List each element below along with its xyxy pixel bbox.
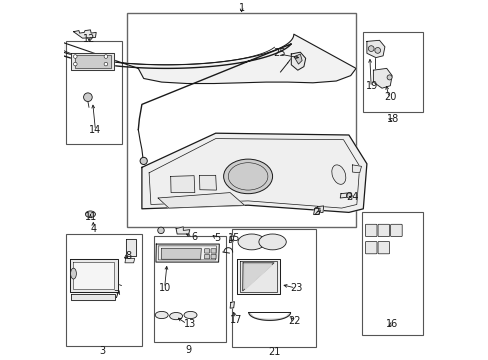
Polygon shape: [199, 175, 216, 190]
FancyBboxPatch shape: [204, 255, 209, 259]
Text: 2: 2: [313, 207, 319, 217]
Text: 8: 8: [125, 251, 131, 261]
Polygon shape: [244, 265, 271, 289]
FancyBboxPatch shape: [66, 234, 142, 346]
Circle shape: [104, 55, 107, 58]
Polygon shape: [75, 55, 110, 68]
Polygon shape: [291, 52, 305, 70]
Text: 10: 10: [159, 283, 171, 293]
Ellipse shape: [169, 312, 182, 320]
Circle shape: [73, 62, 77, 66]
Polygon shape: [73, 30, 96, 38]
Text: 12: 12: [82, 34, 95, 44]
Polygon shape: [242, 263, 273, 291]
Polygon shape: [170, 176, 194, 193]
Text: 5: 5: [214, 233, 220, 243]
FancyBboxPatch shape: [211, 255, 216, 259]
Ellipse shape: [258, 234, 285, 250]
Circle shape: [104, 62, 107, 66]
Polygon shape: [70, 259, 118, 292]
Polygon shape: [340, 193, 347, 198]
FancyBboxPatch shape: [66, 41, 122, 144]
Text: 16: 16: [385, 319, 397, 329]
FancyBboxPatch shape: [365, 224, 376, 237]
Ellipse shape: [238, 234, 265, 250]
Text: 23: 23: [290, 283, 302, 293]
Ellipse shape: [155, 311, 168, 319]
Text: 9: 9: [185, 345, 191, 355]
Text: 4: 4: [90, 224, 96, 234]
Polygon shape: [240, 261, 276, 292]
Polygon shape: [142, 133, 366, 212]
Circle shape: [386, 75, 391, 80]
FancyBboxPatch shape: [231, 229, 316, 347]
Ellipse shape: [183, 311, 197, 319]
Text: 22: 22: [288, 316, 301, 326]
Text: 1: 1: [238, 3, 244, 13]
Polygon shape: [71, 53, 114, 70]
Polygon shape: [352, 165, 361, 173]
FancyBboxPatch shape: [363, 32, 422, 112]
FancyBboxPatch shape: [390, 224, 401, 237]
Text: 20: 20: [384, 92, 396, 102]
Polygon shape: [73, 262, 114, 289]
Polygon shape: [366, 40, 384, 58]
Circle shape: [158, 227, 164, 234]
FancyBboxPatch shape: [211, 249, 216, 253]
Polygon shape: [39, 34, 355, 84]
Polygon shape: [237, 259, 279, 294]
Polygon shape: [71, 294, 115, 300]
Polygon shape: [158, 246, 216, 260]
Polygon shape: [230, 302, 234, 308]
Circle shape: [346, 193, 351, 198]
Text: 3: 3: [99, 346, 105, 356]
Ellipse shape: [223, 159, 272, 194]
FancyBboxPatch shape: [127, 13, 355, 227]
Polygon shape: [294, 54, 302, 64]
Circle shape: [140, 157, 147, 165]
FancyBboxPatch shape: [153, 236, 225, 342]
Text: 24: 24: [346, 192, 358, 202]
Text: 25: 25: [273, 48, 285, 58]
Circle shape: [367, 46, 373, 51]
Polygon shape: [229, 236, 233, 243]
Ellipse shape: [70, 268, 76, 279]
Text: 15: 15: [227, 233, 240, 243]
Text: 21: 21: [267, 347, 280, 357]
Ellipse shape: [85, 211, 95, 217]
FancyBboxPatch shape: [365, 242, 376, 254]
Polygon shape: [125, 258, 134, 263]
Polygon shape: [176, 227, 189, 234]
Text: 11: 11: [85, 212, 98, 222]
FancyBboxPatch shape: [361, 212, 422, 335]
Circle shape: [374, 48, 380, 53]
Text: 13: 13: [184, 319, 196, 329]
Text: 6: 6: [191, 232, 197, 242]
Text: 17: 17: [230, 315, 242, 325]
Polygon shape: [313, 208, 320, 215]
FancyBboxPatch shape: [377, 242, 389, 254]
Ellipse shape: [331, 165, 345, 184]
Polygon shape: [373, 68, 391, 88]
Polygon shape: [126, 239, 136, 256]
Text: 7: 7: [113, 290, 120, 300]
Polygon shape: [316, 206, 323, 212]
FancyBboxPatch shape: [204, 249, 209, 253]
Text: 18: 18: [386, 114, 398, 124]
Text: 19: 19: [366, 81, 378, 91]
Polygon shape: [248, 312, 290, 320]
Text: 14: 14: [89, 125, 102, 135]
Polygon shape: [158, 193, 244, 208]
Polygon shape: [156, 244, 219, 262]
Circle shape: [83, 93, 92, 102]
FancyBboxPatch shape: [377, 224, 389, 237]
Polygon shape: [161, 248, 201, 259]
Circle shape: [73, 55, 77, 58]
